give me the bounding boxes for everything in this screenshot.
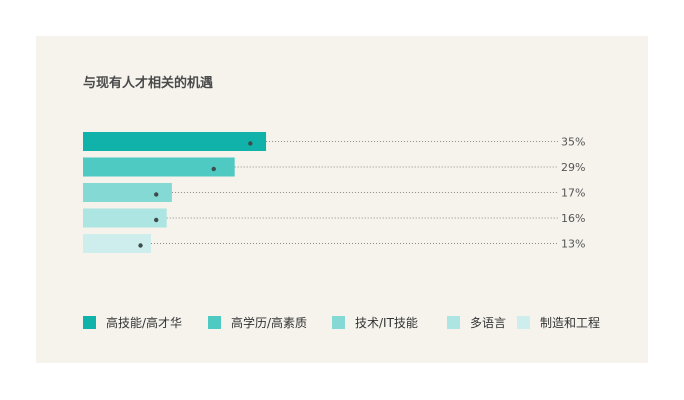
bar xyxy=(83,132,267,151)
bar-chart-plot: 35% 29% 17% 16% 13% xyxy=(83,132,585,253)
chart-title: 与现有人才相关的机遇 xyxy=(83,76,214,91)
legend-item: 高技能/高才华 xyxy=(83,314,182,330)
legend-item: 高学历/高素质 xyxy=(208,314,307,330)
bar xyxy=(83,157,235,177)
bar-marker-dot xyxy=(154,192,159,197)
legend-swatch xyxy=(83,315,96,329)
bar-marker-dot xyxy=(211,166,216,172)
value-label: 35% xyxy=(561,136,585,149)
value-label: 17% xyxy=(561,187,585,200)
bar-marker-dot xyxy=(248,141,253,146)
legend-item: 制造和工程 xyxy=(517,314,600,330)
value-label: 13% xyxy=(561,238,585,251)
legend-label: 制造和工程 xyxy=(540,315,601,330)
bar-marker-dot xyxy=(138,243,143,248)
legend-label: 高学历/高素质 xyxy=(231,315,308,330)
legend-label: 高技能/高才华 xyxy=(106,315,183,330)
bar-marker-dot xyxy=(154,217,159,223)
legend-label: 技术/IT技能 xyxy=(355,315,418,330)
legend-swatch xyxy=(332,315,345,329)
legend-item: 技术/IT技能 xyxy=(332,314,418,330)
bar xyxy=(83,183,172,202)
bar xyxy=(83,208,167,228)
legend-swatch xyxy=(447,315,460,329)
value-label: 29% xyxy=(561,161,585,174)
legend-item: 多语言 xyxy=(447,314,506,330)
legend-swatch xyxy=(208,315,221,329)
value-label: 16% xyxy=(561,212,585,225)
legend-swatch xyxy=(517,315,530,329)
bar xyxy=(83,234,151,253)
legend-label: 多语言 xyxy=(470,315,507,330)
chart-card: 与现有人才相关的机遇 35% 29% 17% 16% 13% 高技能/高才华 高学历/高素… xyxy=(36,36,648,363)
